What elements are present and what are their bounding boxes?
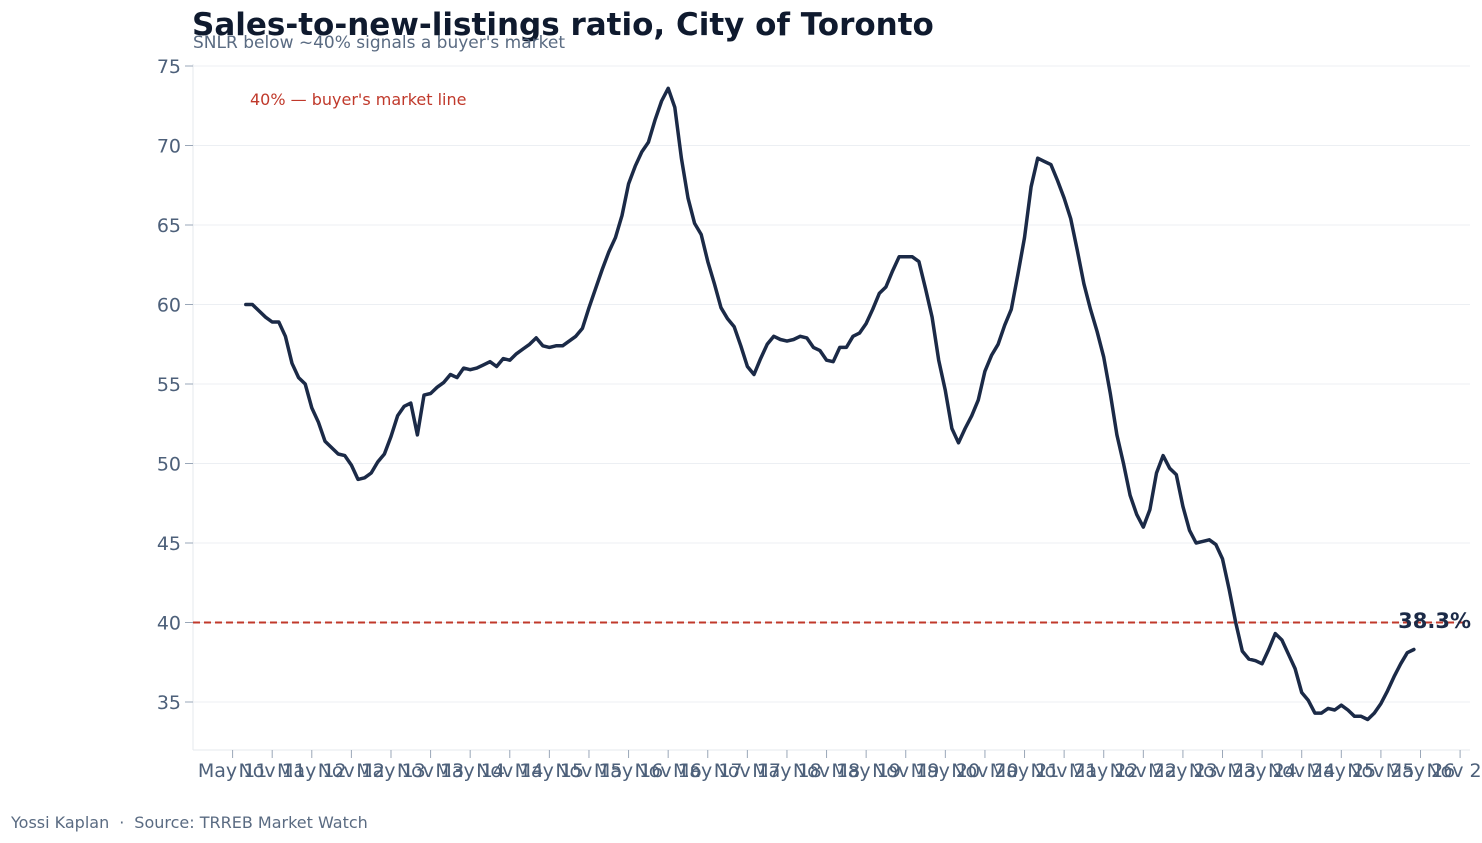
x-tick-label: May 20 [911,760,981,782]
x-tick-label: Nov 23 [1189,760,1256,782]
y-tick-label: 60 [157,295,181,317]
x-tick-label: Nov 19 [872,760,939,782]
chart-title: Sales-to-new-listings ratio, City of Tor… [192,7,934,43]
chart-subtitle: SNLR below ~40% signals a buyer's market [193,33,565,53]
x-tick-label: May 22 [1069,760,1139,782]
y-tick-label: 40 [157,613,181,635]
x-tick-label: Nov 13 [397,760,464,782]
x-tick-label: May 25 [1307,760,1377,782]
x-tick-label: May 16 [594,760,664,782]
y-tick-label: 50 [157,454,181,476]
x-tick-label: May 17 [673,760,743,782]
x-tick-label: May 21 [990,760,1060,782]
x-tick-label: May 13 [356,760,426,782]
y-tick-label: 45 [157,533,181,555]
x-tick-label: May 12 [277,760,347,782]
x-tick-label: Nov 14 [476,760,543,782]
x-tick-label: May 24 [1227,760,1297,782]
x-tick-label: Nov 15 [555,760,622,782]
x-tick-label: Nov 18 [793,760,860,782]
x-tick-label: Nov 24 [1268,760,1335,782]
x-tick-label: May 14 [435,760,505,782]
footer-author: Yossi Kaplan [10,813,109,832]
y-tick-label: 75 [157,56,181,78]
y-tick-label: 65 [157,215,181,237]
footer-source: Source: TRREB Market Watch [134,813,368,832]
x-tick-label: Nov 22 [1110,760,1177,782]
x-tick-label: May 19 [831,760,901,782]
y-tick-label: 70 [157,136,181,158]
x-tick-label: May 18 [752,760,822,782]
last-value-label: 38.3% [1398,609,1471,633]
footer-credit: Yossi Kaplan · Source: TRREB Market Watch [10,813,368,832]
footer-separator: · [119,813,124,832]
x-tick-label: Nov 20 [951,760,1018,782]
series-line [244,86,1416,722]
x-tick-label: Nov 11 [239,760,306,782]
x-tick-label: Nov 25 [1347,760,1414,782]
x-tick-label: Nov 12 [318,760,385,782]
x-tick-label: Nov 21 [1030,760,1097,782]
reference-line-annotation: 40% — buyer's market line [250,90,466,109]
y-tick-label: 35 [157,692,181,714]
y-axis-ticks: 35 40 45 50 55 60 65 70 75 [157,56,193,714]
x-tick-label: Nov 17 [714,760,781,782]
series-group [244,86,1416,722]
x-tick-label: May 26 [1386,760,1456,782]
x-tick-label: May 23 [1148,760,1218,782]
x-tick-label: May 11 [198,760,268,782]
gridlines [193,65,1470,703]
x-tick-label: Nov 26 [1426,760,1482,782]
y-tick-label: 55 [157,374,181,396]
x-tick-label: Nov 16 [635,760,702,782]
x-tick-label: May 15 [515,760,585,782]
